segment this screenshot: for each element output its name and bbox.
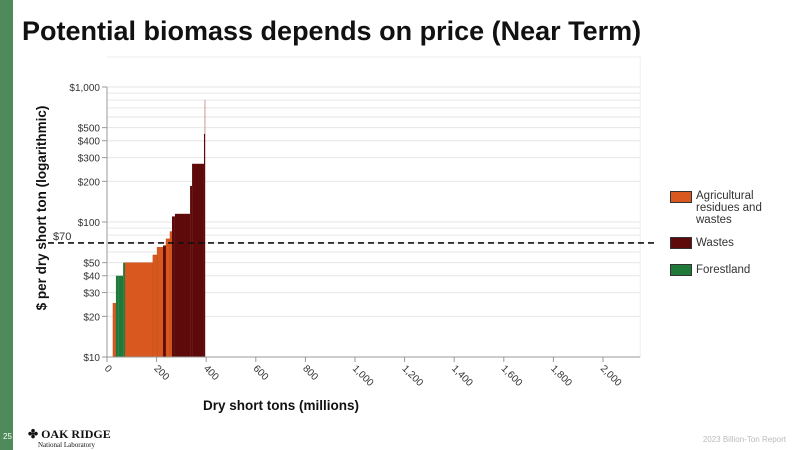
legend-label: Agricultural residues and wastes bbox=[696, 190, 762, 226]
y-tick-label: $50 bbox=[83, 259, 100, 270]
bar-ag bbox=[152, 254, 158, 358]
bar-ag bbox=[165, 238, 171, 358]
ornl-logo: ✤ OAK RIDGE National Laboratory bbox=[28, 427, 111, 449]
legend-swatch-wastes bbox=[670, 237, 692, 249]
y-tick-label: $30 bbox=[83, 289, 100, 300]
bar-ag bbox=[124, 262, 154, 358]
reference-line-label: $70 bbox=[53, 231, 71, 243]
bar-forest bbox=[123, 262, 126, 357]
bar-ag bbox=[112, 303, 117, 358]
x-tick-label: 1,800 bbox=[548, 363, 574, 389]
y-axis-title: $ per dry short ton (logarithmic) bbox=[34, 106, 49, 311]
x-tick-label: 1,200 bbox=[399, 363, 425, 389]
bar-ag bbox=[169, 231, 173, 358]
page-number: 25 bbox=[3, 432, 12, 441]
y-tick-label: $400 bbox=[78, 137, 101, 148]
footer-report: 2023 Billion-Ton Report bbox=[702, 435, 786, 444]
x-tick-label: 200 bbox=[151, 363, 171, 383]
bar-wastes bbox=[171, 216, 175, 357]
bar-wastes bbox=[192, 163, 204, 357]
y-tick-label: $40 bbox=[83, 272, 100, 283]
sidebar-accent bbox=[0, 0, 13, 450]
x-tick-label: 2,000 bbox=[598, 363, 624, 389]
bar-forest bbox=[118, 275, 124, 357]
bar-wastes bbox=[174, 213, 191, 357]
slide-title: Potential biomass depends on price (Near… bbox=[22, 16, 642, 46]
x-tick-label: 1,600 bbox=[499, 363, 525, 389]
legend-swatch-ag bbox=[670, 191, 692, 203]
x-tick-label: 1,400 bbox=[449, 363, 475, 389]
bar-ag bbox=[156, 247, 164, 358]
legend-swatch-forest bbox=[670, 264, 692, 276]
y-tick-label: $20 bbox=[83, 312, 100, 323]
y-tick-label: $500 bbox=[78, 124, 101, 135]
y-tick-label: $200 bbox=[78, 177, 101, 188]
y-tick-label: $300 bbox=[78, 154, 101, 165]
bar-forest bbox=[115, 275, 119, 357]
x-axis-title: Dry short tons (millions) bbox=[203, 398, 359, 413]
x-tick-label: 400 bbox=[201, 363, 221, 383]
x-tick-label: 1,000 bbox=[350, 363, 376, 389]
y-tick-label: $100 bbox=[78, 218, 101, 229]
x-tick-label: 0 bbox=[102, 363, 114, 375]
bar-wastes bbox=[203, 133, 206, 357]
legend-label: Forestland bbox=[696, 264, 751, 276]
bar-wastes bbox=[163, 245, 167, 357]
x-tick-label: 800 bbox=[300, 363, 320, 383]
x-tick-label: 600 bbox=[251, 363, 271, 383]
y-tick-label: $1,000 bbox=[69, 83, 100, 94]
y-tick-label: $10 bbox=[83, 353, 100, 364]
legend-label: Wastes bbox=[696, 237, 734, 249]
bar-wastes bbox=[190, 185, 193, 357]
